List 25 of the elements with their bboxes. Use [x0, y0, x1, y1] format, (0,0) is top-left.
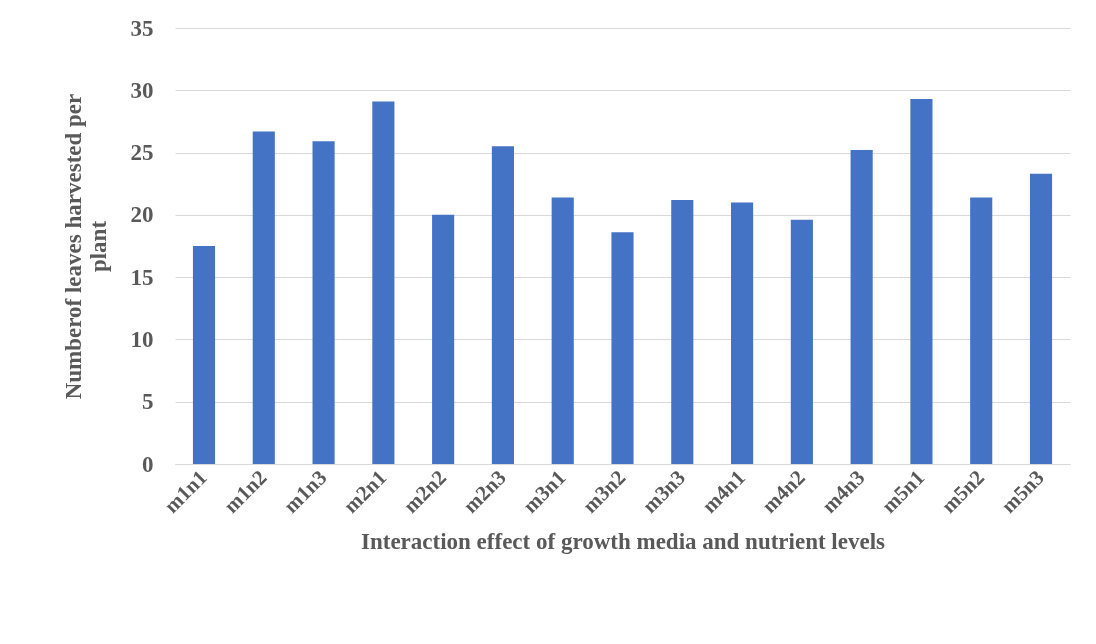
bar — [850, 150, 873, 464]
bar — [491, 146, 514, 464]
y-tick-label: 35 — [130, 15, 154, 41]
bar — [790, 219, 813, 464]
bar — [970, 197, 993, 464]
bar — [1029, 173, 1053, 464]
y-axis-title: Numberof leaves harvested per plant — [60, 93, 111, 400]
bar — [192, 246, 216, 464]
bar — [671, 199, 694, 464]
bar — [432, 214, 455, 464]
bar — [910, 99, 933, 464]
bar — [312, 141, 335, 464]
bar — [252, 131, 275, 464]
y-tick-label: 25 — [130, 140, 154, 166]
bar — [372, 101, 395, 464]
bar — [731, 202, 754, 464]
y-tick-label: 10 — [130, 326, 154, 352]
y-tick-label: 20 — [130, 202, 154, 228]
y-tick-label: 5 — [142, 389, 154, 415]
bar — [551, 197, 574, 464]
y-tick-label: 0 — [142, 451, 154, 477]
y-tick-label: 30 — [130, 77, 154, 103]
x-axis-title: Interaction effect of growth media and nutrient levels — [360, 529, 886, 555]
bar — [611, 232, 634, 464]
y-tick-label: 15 — [130, 264, 154, 290]
